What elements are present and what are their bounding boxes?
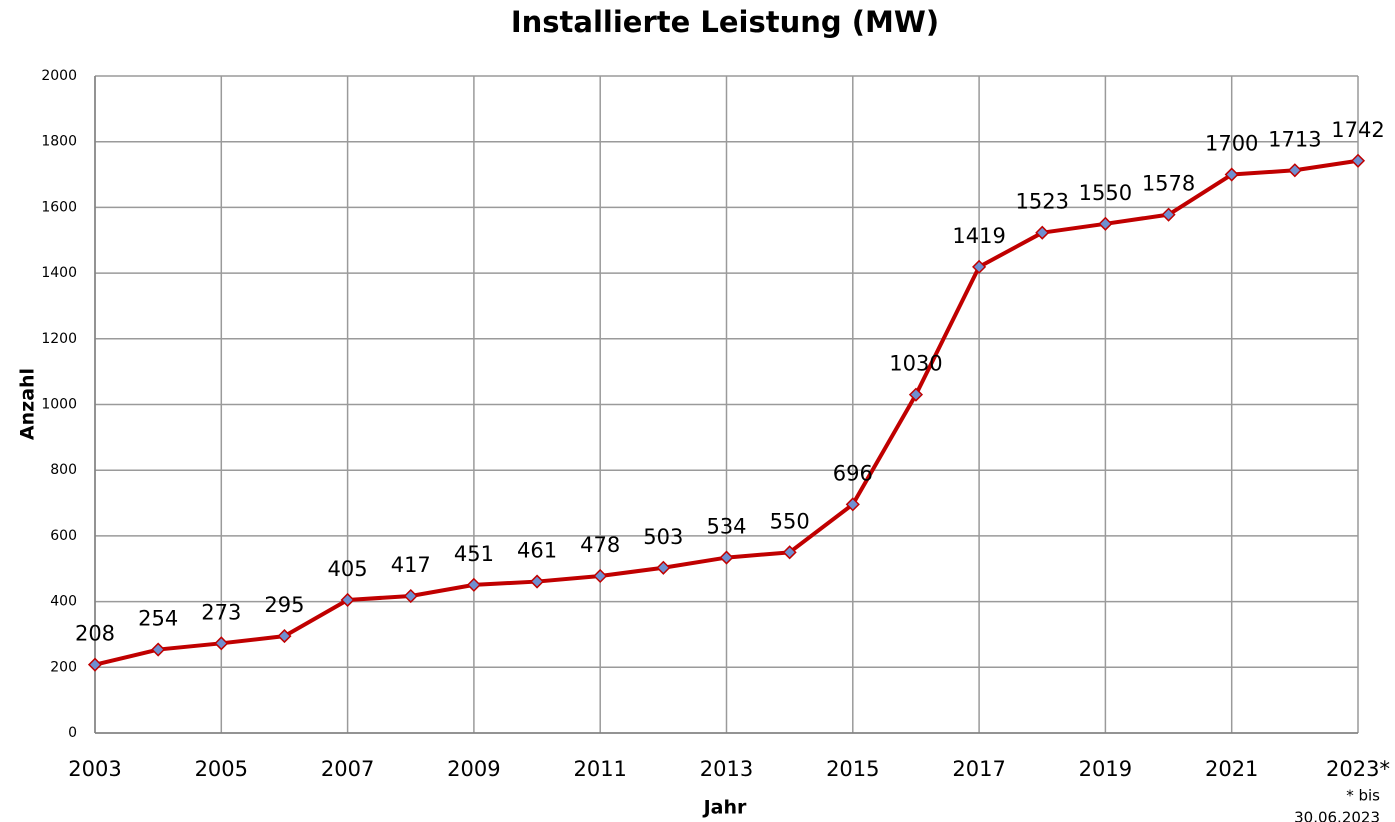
data-point bbox=[87, 657, 103, 672]
y-tick-label: 800 bbox=[50, 462, 77, 478]
x-tick-label: 2019 bbox=[1079, 757, 1132, 781]
data-point bbox=[529, 574, 545, 589]
data-point bbox=[1287, 163, 1302, 178]
y-tick-label: 1000 bbox=[41, 397, 77, 413]
x-axis-label: Jahr bbox=[702, 797, 747, 819]
data-label: 1419 bbox=[952, 224, 1005, 248]
y-tick-label: 1800 bbox=[41, 134, 77, 150]
y-tick-label: 200 bbox=[50, 659, 77, 675]
data-point bbox=[593, 568, 608, 584]
data-label: 550 bbox=[770, 509, 810, 533]
data-label: 451 bbox=[454, 542, 494, 566]
data-label: 405 bbox=[328, 557, 368, 581]
y-tick-label: 400 bbox=[50, 594, 77, 610]
data-point bbox=[214, 636, 229, 651]
x-tick-label: 2011 bbox=[573, 757, 626, 781]
x-tick-label: 2009 bbox=[447, 757, 500, 781]
x-tick-label: 2003 bbox=[68, 757, 121, 781]
data-label: 1742 bbox=[1331, 118, 1384, 142]
data-label: 534 bbox=[706, 515, 746, 539]
y-axis-label: Anzahl bbox=[17, 368, 39, 440]
data-point bbox=[151, 642, 166, 657]
data-label: 696 bbox=[833, 461, 873, 485]
data-point bbox=[908, 387, 924, 402]
x-tick-label: 2015 bbox=[826, 757, 879, 781]
data-point bbox=[1098, 216, 1113, 231]
data-label: 208 bbox=[75, 622, 115, 646]
data-label: 417 bbox=[391, 553, 431, 577]
y-tick-label: 0 bbox=[68, 725, 77, 741]
data-point bbox=[1350, 153, 1366, 168]
footnote: * bis bbox=[1346, 787, 1380, 805]
x-tick-label: 2017 bbox=[952, 757, 1005, 781]
data-point bbox=[845, 497, 860, 512]
data-point bbox=[277, 629, 292, 644]
data-point bbox=[972, 259, 987, 274]
data-label: 273 bbox=[201, 600, 241, 624]
x-tick-label: 2005 bbox=[195, 757, 248, 781]
x-tick-label: 2023* bbox=[1326, 757, 1390, 781]
x-tick-label: 2021 bbox=[1205, 757, 1258, 781]
y-tick-label: 1600 bbox=[41, 199, 77, 215]
data-label: 1713 bbox=[1268, 127, 1321, 151]
data-label: 1550 bbox=[1079, 181, 1132, 205]
data-point bbox=[1035, 225, 1050, 240]
data-point bbox=[403, 588, 418, 604]
data-point bbox=[719, 550, 734, 565]
data-label: 254 bbox=[138, 607, 178, 631]
data-label: 461 bbox=[517, 539, 557, 563]
data-label: 1030 bbox=[889, 352, 942, 376]
data-point bbox=[656, 560, 671, 575]
data-label: 478 bbox=[580, 533, 620, 557]
y-tick-label: 600 bbox=[50, 528, 77, 544]
data-label: 1523 bbox=[1016, 190, 1069, 214]
y-tick-label: 1400 bbox=[41, 265, 77, 281]
y-tick-label: 1200 bbox=[41, 331, 77, 347]
x-tick-label: 2013 bbox=[700, 757, 753, 781]
data-point bbox=[1161, 207, 1176, 222]
data-point bbox=[340, 592, 355, 608]
data-label: 503 bbox=[643, 525, 683, 549]
data-label: 1700 bbox=[1205, 132, 1258, 156]
data-point bbox=[466, 577, 481, 592]
footnote: 30.06.2023 bbox=[1294, 809, 1380, 822]
data-label: 295 bbox=[264, 593, 304, 617]
data-point bbox=[1224, 167, 1239, 182]
data-label: 1578 bbox=[1142, 172, 1195, 196]
x-tick-label: 2007 bbox=[321, 757, 374, 781]
chart-title: Installierte Leistung (MW) bbox=[511, 5, 939, 39]
data-point bbox=[782, 545, 797, 560]
y-tick-label: 2000 bbox=[41, 68, 77, 84]
